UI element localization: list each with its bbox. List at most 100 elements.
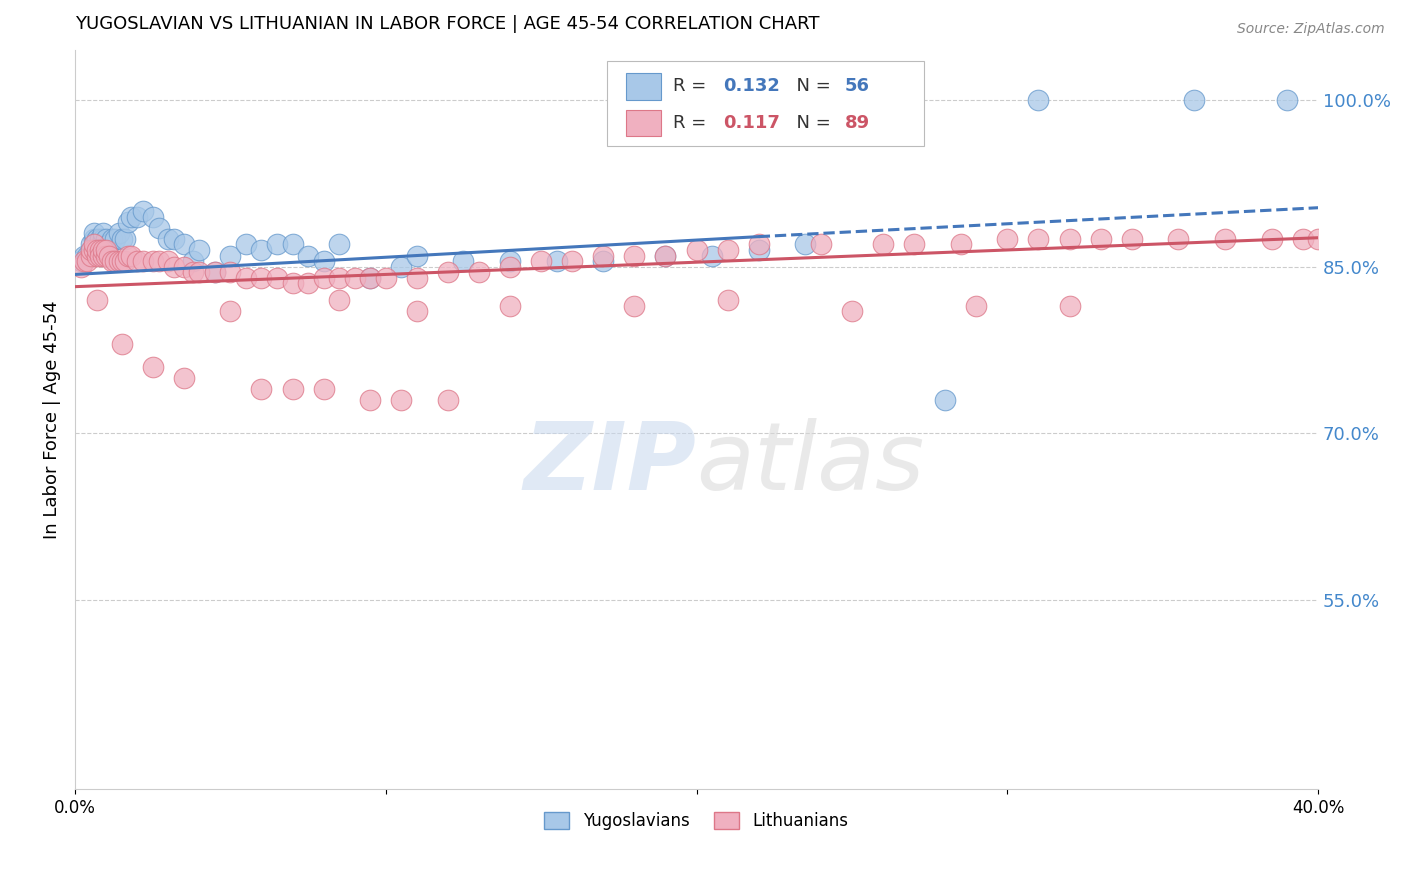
Point bbox=[328, 293, 350, 307]
Point bbox=[188, 265, 211, 279]
Point bbox=[389, 260, 412, 274]
Point bbox=[437, 393, 460, 408]
Point bbox=[794, 237, 817, 252]
Point bbox=[717, 293, 740, 307]
Point bbox=[235, 237, 257, 252]
Point bbox=[499, 260, 522, 274]
Point bbox=[561, 254, 583, 268]
Point bbox=[101, 232, 124, 246]
Point bbox=[83, 237, 105, 252]
Point bbox=[114, 254, 136, 268]
Point bbox=[79, 243, 101, 257]
Point bbox=[995, 232, 1018, 246]
Point bbox=[91, 232, 114, 246]
Text: ZIP: ZIP bbox=[523, 417, 696, 510]
Point bbox=[810, 237, 832, 252]
Point bbox=[70, 254, 93, 268]
Point bbox=[86, 248, 108, 262]
Point bbox=[104, 232, 127, 246]
Point bbox=[654, 248, 676, 262]
Text: R =: R = bbox=[673, 78, 711, 95]
FancyBboxPatch shape bbox=[626, 73, 661, 100]
Point bbox=[530, 254, 553, 268]
Point bbox=[79, 248, 101, 262]
Point bbox=[359, 270, 381, 285]
Point bbox=[89, 243, 111, 257]
Point bbox=[1275, 93, 1298, 107]
Point bbox=[89, 232, 111, 246]
Point bbox=[949, 237, 972, 252]
Point bbox=[107, 254, 129, 268]
Point bbox=[219, 265, 242, 279]
Point bbox=[328, 270, 350, 285]
Point bbox=[405, 248, 427, 262]
Point bbox=[157, 254, 180, 268]
Point bbox=[1121, 232, 1143, 246]
Point bbox=[1308, 232, 1330, 246]
Point bbox=[623, 299, 645, 313]
Point bbox=[312, 270, 335, 285]
Point bbox=[654, 248, 676, 262]
Point bbox=[98, 248, 121, 262]
Point bbox=[1291, 232, 1313, 246]
Point bbox=[1028, 232, 1050, 246]
Point bbox=[117, 248, 139, 262]
Point bbox=[157, 232, 180, 246]
Point bbox=[281, 277, 304, 291]
Point bbox=[623, 248, 645, 262]
Point bbox=[437, 265, 460, 279]
Point bbox=[499, 254, 522, 268]
Point bbox=[312, 382, 335, 396]
Point bbox=[219, 248, 242, 262]
Point bbox=[312, 254, 335, 268]
Point bbox=[266, 237, 288, 252]
Point bbox=[79, 237, 101, 252]
Point bbox=[76, 248, 98, 262]
Point bbox=[163, 232, 186, 246]
Point bbox=[266, 270, 288, 285]
Point bbox=[111, 232, 134, 246]
Point bbox=[1260, 232, 1282, 246]
Point bbox=[359, 270, 381, 285]
Point bbox=[89, 243, 111, 257]
Point bbox=[468, 265, 491, 279]
Point bbox=[297, 277, 319, 291]
Point bbox=[79, 243, 101, 257]
Point bbox=[142, 359, 165, 374]
Point bbox=[94, 232, 117, 246]
Point bbox=[94, 243, 117, 257]
Text: Source: ZipAtlas.com: Source: ZipAtlas.com bbox=[1237, 22, 1385, 37]
Point bbox=[132, 204, 155, 219]
Text: N =: N = bbox=[785, 114, 837, 132]
Text: atlas: atlas bbox=[696, 418, 925, 509]
Point bbox=[546, 254, 568, 268]
Point bbox=[328, 237, 350, 252]
Legend: Yugoslavians, Lithuanians: Yugoslavians, Lithuanians bbox=[537, 805, 855, 837]
Point bbox=[453, 254, 475, 268]
Point bbox=[127, 210, 149, 224]
Point bbox=[120, 248, 142, 262]
Point bbox=[120, 210, 142, 224]
Point bbox=[163, 260, 186, 274]
Point bbox=[148, 220, 170, 235]
Point bbox=[86, 232, 108, 246]
FancyBboxPatch shape bbox=[626, 110, 661, 136]
Point bbox=[1213, 232, 1236, 246]
Point bbox=[111, 337, 134, 351]
Point bbox=[132, 254, 155, 268]
Point bbox=[872, 237, 894, 252]
Point bbox=[127, 254, 149, 268]
Point bbox=[1059, 299, 1081, 313]
Point bbox=[903, 237, 925, 252]
Point bbox=[148, 254, 170, 268]
Point bbox=[98, 237, 121, 252]
Text: R =: R = bbox=[673, 114, 711, 132]
Point bbox=[499, 299, 522, 313]
Text: N =: N = bbox=[785, 78, 837, 95]
Point bbox=[101, 254, 124, 268]
Point bbox=[389, 393, 412, 408]
FancyBboxPatch shape bbox=[607, 61, 924, 146]
Point bbox=[142, 210, 165, 224]
Point bbox=[592, 248, 614, 262]
Text: 0.117: 0.117 bbox=[723, 114, 779, 132]
